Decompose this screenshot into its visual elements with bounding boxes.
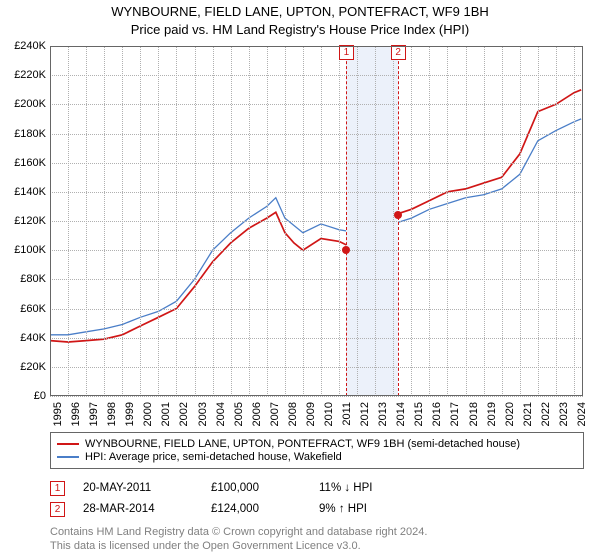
- footer-line-2: This data is licensed under the Open Gov…: [50, 540, 361, 552]
- x-axis-label: 2000: [142, 402, 154, 432]
- x-axis-label: 2022: [540, 402, 552, 432]
- legend-item: HPI: Average price, semi-detached house,…: [57, 451, 577, 463]
- marker-line: [346, 46, 347, 396]
- x-axis-label: 2007: [269, 402, 281, 432]
- x-axis-label: 1996: [70, 402, 82, 432]
- marker-label-1: 1: [339, 45, 354, 60]
- y-axis-label: £60K: [6, 303, 46, 315]
- y-axis-label: £40K: [6, 332, 46, 344]
- event-date: 28-MAR-2014: [83, 503, 193, 515]
- marker-label-2: 2: [391, 45, 406, 60]
- event-delta: 11% ↓ HPI: [319, 482, 372, 494]
- x-axis-label: 2001: [160, 402, 172, 432]
- x-axis-label: 2015: [413, 402, 425, 432]
- x-axis-label: 1997: [88, 402, 100, 432]
- x-axis-label: 2021: [522, 402, 534, 432]
- x-axis-label: 2023: [558, 402, 570, 432]
- x-axis-label: 2004: [215, 402, 227, 432]
- chart-plot-area: 12: [50, 46, 583, 396]
- event-marker-ref: 1: [50, 481, 65, 496]
- y-axis-label: £20K: [6, 361, 46, 373]
- marker-line: [398, 46, 399, 396]
- legend-label: WYNBOURNE, FIELD LANE, UPTON, PONTEFRACT…: [85, 438, 520, 450]
- x-axis-label: 2011: [341, 402, 353, 432]
- x-axis-label: 2003: [197, 402, 209, 432]
- chart-container: WYNBOURNE, FIELD LANE, UPTON, PONTEFRACT…: [0, 0, 600, 560]
- event-delta: 9% ↑ HPI: [319, 503, 367, 515]
- x-axis-label: 2024: [576, 402, 588, 432]
- y-axis-label: £240K: [6, 40, 46, 52]
- x-axis-label: 2002: [178, 402, 190, 432]
- y-axis-label: £160K: [6, 157, 46, 169]
- legend-label: HPI: Average price, semi-detached house,…: [85, 451, 342, 463]
- x-axis-label: 2012: [359, 402, 371, 432]
- x-axis-label: 2013: [377, 402, 389, 432]
- event-price: £124,000: [211, 503, 301, 515]
- x-axis-label: 2017: [449, 402, 461, 432]
- event-table: 1 20-MAY-2011 £100,000 11% ↓ HPI 2 28-MAR-201…: [50, 476, 372, 521]
- y-axis-label: £80K: [6, 273, 46, 285]
- footer-line-1: Contains HM Land Registry data © Crown c…: [50, 526, 427, 538]
- x-axis-label: 1999: [124, 402, 136, 432]
- y-axis-label: £0: [6, 390, 46, 402]
- y-axis-label: £220K: [6, 69, 46, 81]
- y-axis-label: £200K: [6, 98, 46, 110]
- y-axis-label: £100K: [6, 244, 46, 256]
- x-axis-label: 2009: [305, 402, 317, 432]
- x-axis-label: 2008: [287, 402, 299, 432]
- legend-item: WYNBOURNE, FIELD LANE, UPTON, PONTEFRACT…: [57, 438, 577, 450]
- event-price: £100,000: [211, 482, 301, 494]
- legend-swatch: [57, 456, 79, 458]
- x-axis-label: 2016: [431, 402, 443, 432]
- x-axis-label: 1995: [52, 402, 64, 432]
- legend-box: WYNBOURNE, FIELD LANE, UPTON, PONTEFRACT…: [50, 432, 584, 469]
- event-row: 2 28-MAR-2014 £124,000 9% ↑ HPI: [50, 500, 372, 518]
- x-axis-label: 2018: [468, 402, 480, 432]
- legend-swatch: [57, 443, 79, 445]
- x-axis-label: 2019: [486, 402, 498, 432]
- event-marker-ref: 2: [50, 502, 65, 517]
- x-axis-label: 2006: [251, 402, 263, 432]
- sale-point-1: [342, 246, 350, 254]
- title-line-2: Price paid vs. HM Land Registry's House …: [0, 22, 600, 37]
- sale-point-2: [394, 211, 402, 219]
- x-axis-label: 2014: [395, 402, 407, 432]
- y-axis-label: £140K: [6, 186, 46, 198]
- x-axis-label: 2005: [233, 402, 245, 432]
- y-axis-label: £180K: [6, 128, 46, 140]
- x-axis-label: 2010: [323, 402, 335, 432]
- title-line-1: WYNBOURNE, FIELD LANE, UPTON, PONTEFRACT…: [0, 4, 600, 19]
- x-axis-label: 1998: [106, 402, 118, 432]
- event-row: 1 20-MAY-2011 £100,000 11% ↓ HPI: [50, 479, 372, 497]
- x-axis-label: 2020: [504, 402, 516, 432]
- event-date: 20-MAY-2011: [83, 482, 193, 494]
- y-axis-label: £120K: [6, 215, 46, 227]
